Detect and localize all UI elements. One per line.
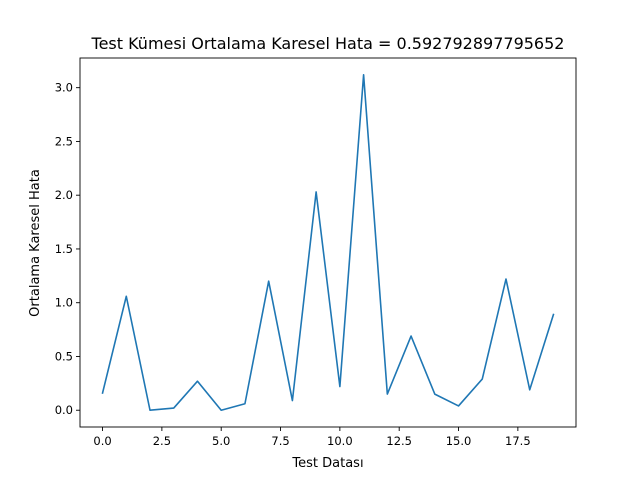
x-tick-label: 5.0 (212, 434, 230, 448)
chart-title: Test Kümesi Ortalama Karesel Hata = 0.59… (91, 34, 565, 53)
plot-area-border (79, 57, 577, 428)
y-tick-label: 2.0 (55, 188, 73, 202)
x-tick-label: 15.0 (446, 434, 472, 448)
x-tick-label: 10.0 (327, 434, 353, 448)
y-axis-ticks: 0.0 0.5 1.0 1.5 2.0 2.5 3.0 (55, 81, 80, 417)
plot-content (101, 73, 555, 412)
x-tick-label: 0.0 (93, 434, 111, 448)
y-tick-label: 0.5 (55, 349, 73, 363)
x-axis-label: Test Datası (291, 456, 363, 471)
y-tick-label: 0.0 (55, 403, 73, 417)
y-tick-label: 2.5 (55, 134, 73, 148)
y-tick-label: 3.0 (55, 81, 73, 95)
y-tick-label: 1.0 (55, 296, 73, 310)
x-axis-ticks: 0.0 2.5 5.0 7.5 10.0 12.5 15.0 17.5 (93, 427, 531, 448)
y-tick-label: 1.5 (55, 242, 73, 256)
x-tick-label: 7.5 (271, 434, 289, 448)
data-series-line (101, 73, 555, 412)
x-tick-label: 12.5 (386, 434, 412, 448)
x-tick-label: 17.5 (505, 434, 531, 448)
x-tick-label: 2.5 (153, 434, 171, 448)
y-axis-label: Ortalama Karesel Hata (28, 169, 43, 317)
axes-frame (79, 57, 577, 428)
